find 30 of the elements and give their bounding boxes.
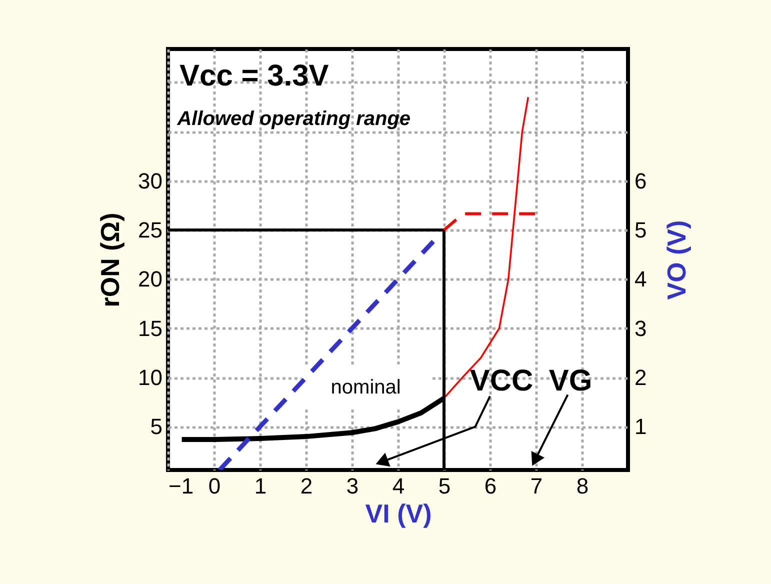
x-tick-label: 6 (484, 474, 497, 498)
y-tick-label: 15 (138, 316, 162, 341)
x-tick-label: 0 (208, 474, 221, 498)
y2-tick-label: 1 (634, 414, 647, 440)
y-axis-title: rON (Ω) (95, 212, 126, 308)
annotation: VG (548, 364, 592, 398)
y-tick-label: 25 (138, 217, 162, 242)
y-tick-label: 10 (138, 365, 162, 390)
y-tick-label: 20 (138, 266, 162, 292)
y-tick-label: 30 (138, 168, 162, 194)
x-tick-label: 5 (438, 474, 451, 498)
x-tick-label: 4 (392, 474, 405, 498)
x-tick-label: −1 (168, 474, 194, 498)
y2-tick-label: 4 (634, 266, 647, 292)
y2-tick-label: 2 (634, 365, 647, 390)
x-tick-label: 1 (254, 474, 267, 498)
annotation: VCC (470, 364, 534, 398)
x-tick-label: 3 (346, 474, 359, 498)
y2-tick-label: 5 (634, 217, 647, 242)
x-tick-label: 7 (530, 474, 543, 498)
x-tick-label: 8 (576, 474, 589, 498)
annotation: Vcc = 3.3V (180, 60, 329, 93)
x-axis-title: VI (V) (365, 498, 432, 528)
y2-tick-label: 3 (634, 316, 647, 341)
x-tick-label: 2 (300, 474, 313, 498)
y-tick-label: 5 (150, 414, 162, 440)
y2-tick-label: 6 (634, 168, 647, 194)
y2-axis-title: VO (V) (662, 220, 692, 300)
annotation: nominal (330, 376, 401, 398)
annotation: Allowed operating range (176, 108, 411, 130)
